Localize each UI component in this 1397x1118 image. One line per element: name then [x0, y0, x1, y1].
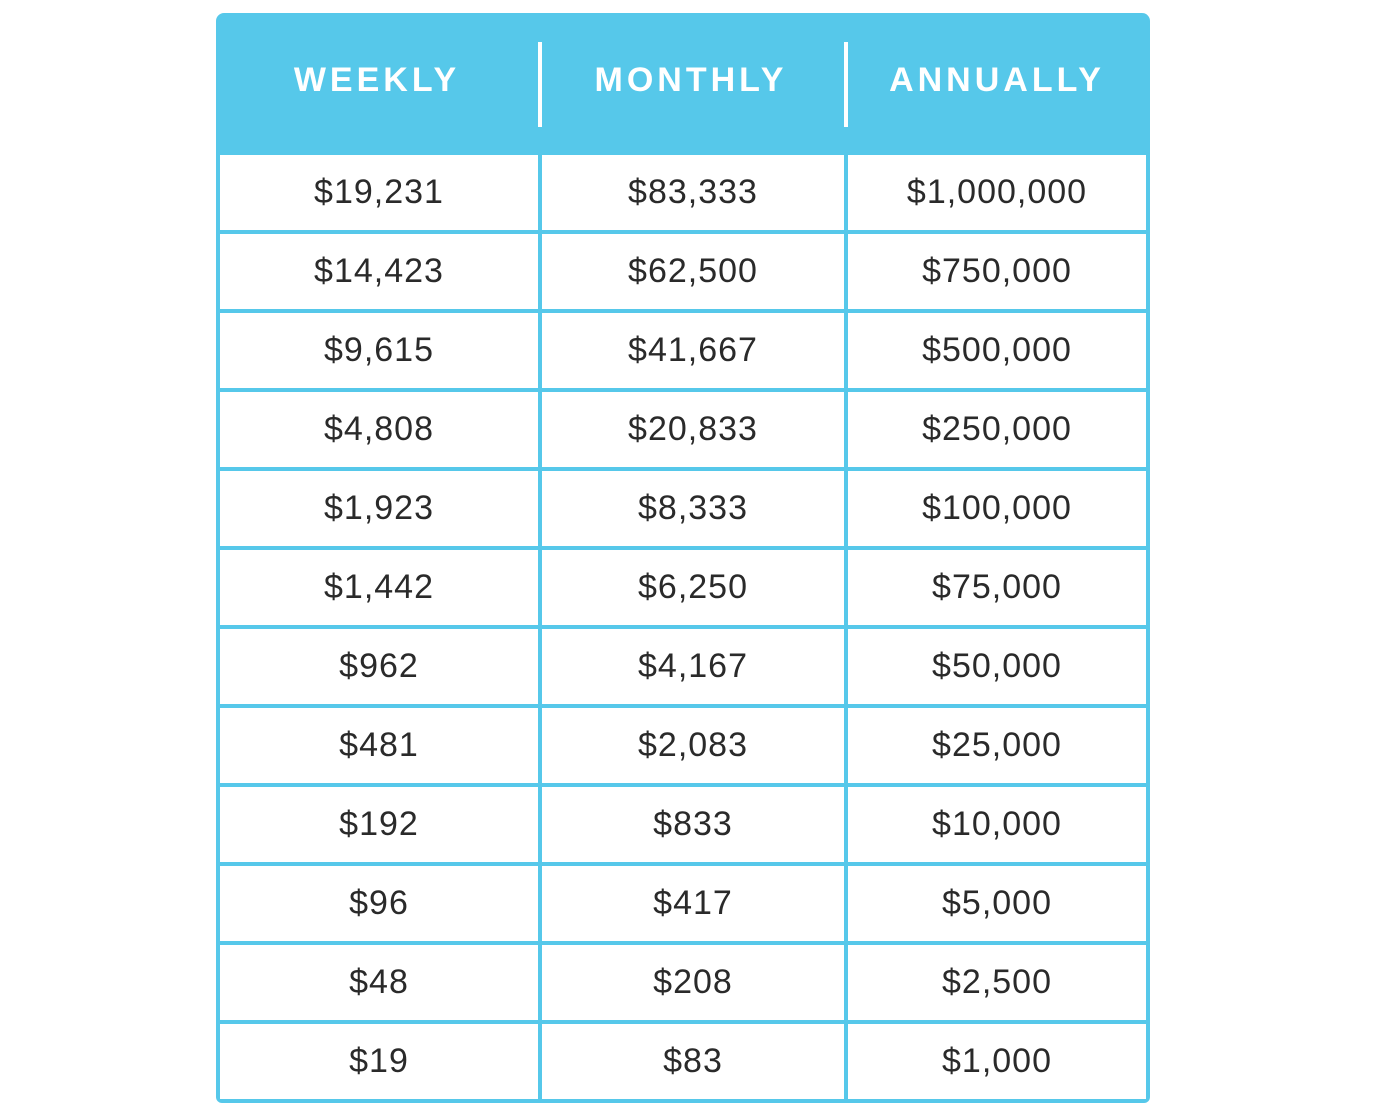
- table-cell: $962: [220, 629, 538, 704]
- header-cell: WEEKLY: [293, 60, 461, 99]
- table-cell: $250,000: [848, 392, 1146, 467]
- table-cell: $96: [220, 866, 538, 941]
- salary-table: WEEKLY MONTHLY ANNUALLY $19,231 $83,333 $1,0…: [216, 13, 1150, 1103]
- table-cell: $500,000: [848, 313, 1146, 388]
- table-cell: $6,250: [542, 550, 844, 625]
- table-cell: $5,000: [848, 866, 1146, 941]
- header-cell: MONTHLY: [594, 60, 788, 99]
- table-body: $19,231 $83,333 $1,000,000 $14,423 $62,500 $7…: [216, 155, 1150, 1103]
- table-cell: $100,000: [848, 471, 1146, 546]
- table-cell: $19: [220, 1024, 538, 1099]
- table-cell: $2,500: [848, 945, 1146, 1020]
- table-cell: $48: [220, 945, 538, 1020]
- table-cell: $1,000: [848, 1024, 1146, 1099]
- table-cell: $192: [220, 787, 538, 862]
- table-cell: $62,500: [542, 234, 844, 309]
- table-cell: $833: [542, 787, 844, 862]
- table-cell: $1,923: [220, 471, 538, 546]
- table-cell: $25,000: [848, 708, 1146, 783]
- header-divider: [538, 42, 542, 127]
- table-cell: $750,000: [848, 234, 1146, 309]
- table-cell: $1,442: [220, 550, 538, 625]
- table-cell: $417: [542, 866, 844, 941]
- header-divider: [844, 42, 848, 127]
- header-cell: ANNUALLY: [889, 60, 1105, 99]
- table-header: WEEKLY MONTHLY ANNUALLY: [216, 13, 1150, 155]
- table-cell: $83: [542, 1024, 844, 1099]
- table-cell: $14,423: [220, 234, 538, 309]
- table-cell: $41,667: [542, 313, 844, 388]
- table-cell: $4,167: [542, 629, 844, 704]
- table-cell: $83,333: [542, 155, 844, 230]
- table-cell: $481: [220, 708, 538, 783]
- table-cell: $50,000: [848, 629, 1146, 704]
- table-cell: $20,833: [542, 392, 844, 467]
- table-cell: $75,000: [848, 550, 1146, 625]
- table-cell: $208: [542, 945, 844, 1020]
- table-cell: $8,333: [542, 471, 844, 546]
- table-cell: $1,000,000: [848, 155, 1146, 230]
- table-cell: $4,808: [220, 392, 538, 467]
- table-cell: $19,231: [220, 155, 538, 230]
- table-cell: $10,000: [848, 787, 1146, 862]
- table-cell: $2,083: [542, 708, 844, 783]
- table-cell: $9,615: [220, 313, 538, 388]
